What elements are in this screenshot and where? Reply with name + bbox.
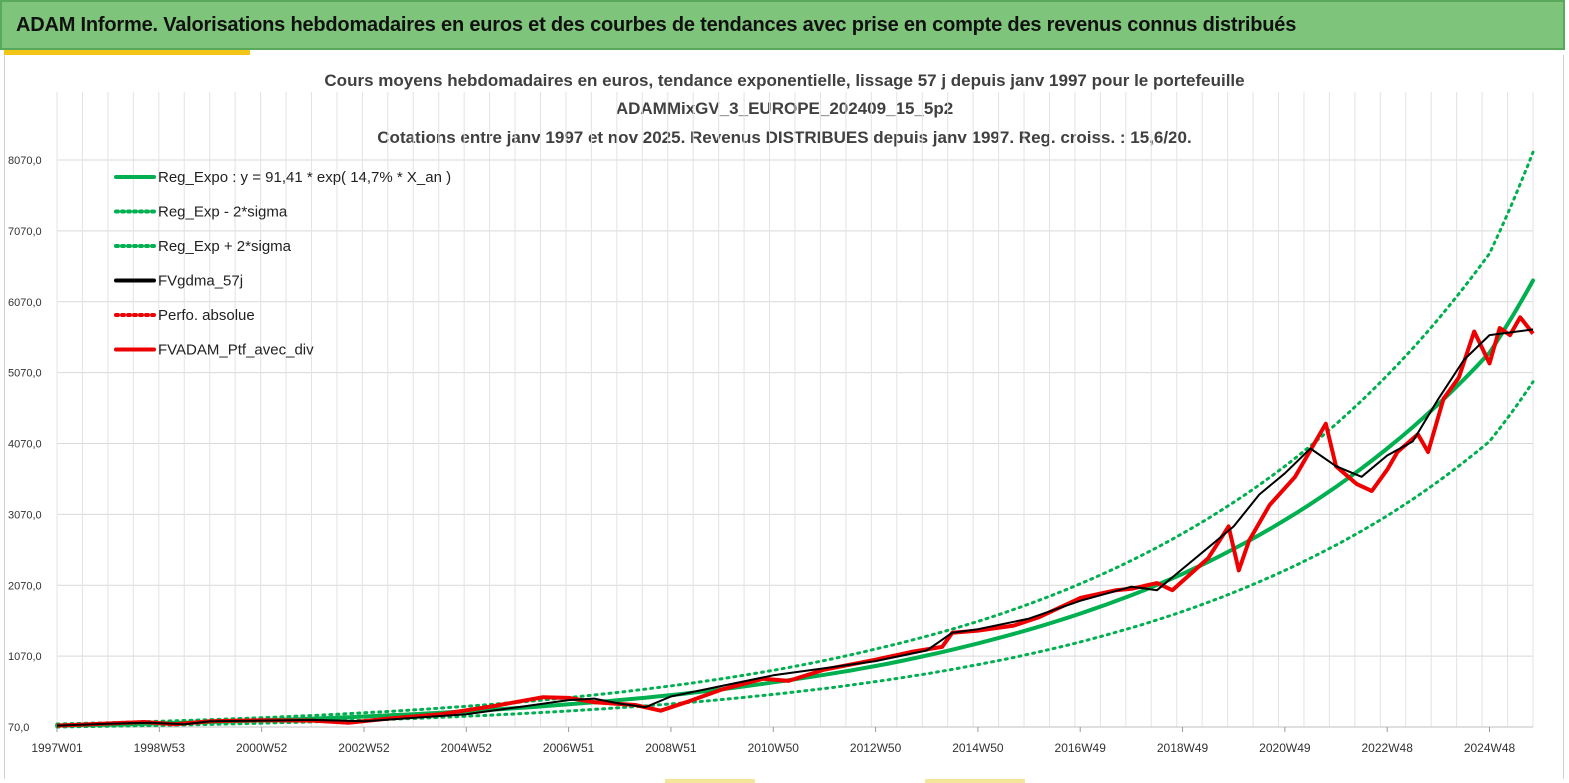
y-tick-label: 7070,0 [8, 226, 42, 238]
y-tick-label: 5070,0 [8, 368, 42, 380]
y-tick-label: 8070,0 [8, 155, 42, 167]
y-tick-label: 70,0 [8, 722, 29, 734]
y-axis-ticks: 70,0 1070,0 2070,0 3070,0 4070,0 5070,0 6070,0… [8, 155, 42, 734]
y-tick-label: 2070,0 [8, 580, 42, 592]
chart-grid [56, 92, 1534, 728]
chart-title-line-2: ADAMMixGV_3_EUROPE_202409_15_5p2 [615, 99, 954, 118]
legend-label: Perfo. absolue [158, 307, 255, 324]
chart-title-line-3: Cotations entre janv 1997 et nov 2025. R… [377, 128, 1192, 147]
series-line-fvgdma-57j [56, 328, 1534, 727]
chart-series [55, 150, 1535, 729]
legend-label: FVgdma_57j [158, 273, 243, 290]
x-tick-label: 2004W52 [441, 741, 493, 755]
x-axis-ticks: 1997W01 1998W53 2000W52 2002W52 2004W52 2006W… [31, 727, 1516, 755]
x-tick-label: 2018W49 [1157, 741, 1209, 755]
x-tick-label: 2016W49 [1055, 741, 1107, 755]
series-line-reg-exp-minus-2sigma [55, 380, 1535, 729]
y-tick-label: 4070,0 [8, 439, 42, 451]
legend-label: Reg_Exp - 2*sigma [158, 204, 288, 221]
chart-legend: Reg_Expo : y = 91,41 * exp( 14,7% * X_an… [114, 169, 451, 359]
x-tick-label: 2020W49 [1259, 741, 1311, 755]
x-tick-label: 1997W01 [31, 741, 83, 755]
x-tick-label: 1998W53 [134, 741, 186, 755]
legend-label: Reg_Expo : y = 91,41 * exp( 14,7% * X_an… [158, 169, 451, 186]
legend-label: FVADAM_Ptf_avec_div [158, 342, 314, 359]
x-tick-label: 2000W52 [236, 741, 288, 755]
x-tick-label: 2014W50 [952, 741, 1004, 755]
banner-title: ADAM Informe. Valorisations hebdomadaire… [16, 14, 1297, 36]
bottom-accent [665, 779, 755, 783]
chart-title-line-1: Cours moyens hebdomadaires en euros, ten… [324, 71, 1245, 90]
x-tick-label: 2022W48 [1362, 741, 1414, 755]
x-tick-label: 2006W51 [543, 741, 595, 755]
chart-frame [4, 55, 1564, 779]
y-tick-label: 6070,0 [8, 297, 42, 309]
legend-label: Reg_Exp + 2*sigma [158, 238, 292, 255]
accent-bar [4, 50, 250, 55]
x-tick-label: 2010W50 [748, 741, 800, 755]
x-tick-label: 2008W51 [645, 741, 697, 755]
bottom-accent [925, 779, 1025, 783]
x-tick-label: 2002W52 [338, 741, 390, 755]
y-tick-label: 3070,0 [8, 509, 42, 521]
header-banner: ADAM Informe. Valorisations hebdomadaire… [0, 0, 1565, 50]
series-line-reg-exp-plus-2sigma [55, 150, 1535, 726]
x-tick-label: 2024W48 [1464, 741, 1516, 755]
x-tick-label: 2012W50 [850, 741, 902, 755]
y-tick-label: 1070,0 [8, 651, 42, 663]
